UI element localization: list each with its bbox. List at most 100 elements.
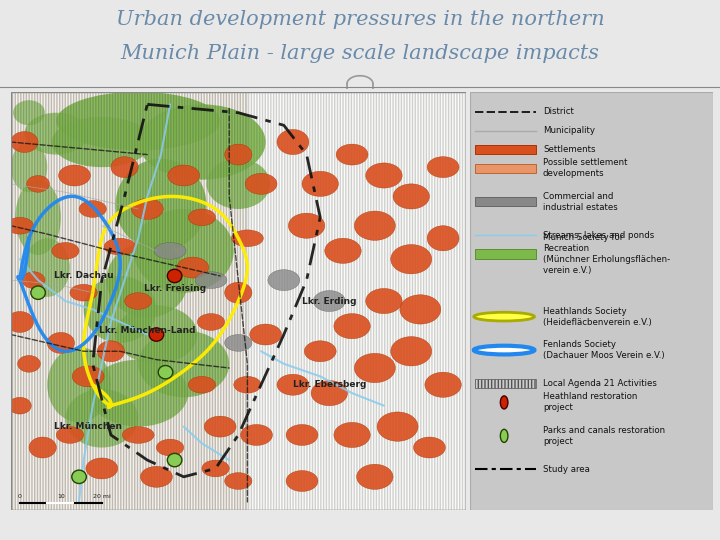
Ellipse shape bbox=[356, 464, 393, 489]
Ellipse shape bbox=[234, 376, 261, 393]
Ellipse shape bbox=[302, 171, 338, 197]
Ellipse shape bbox=[9, 397, 31, 414]
Ellipse shape bbox=[29, 437, 56, 458]
Ellipse shape bbox=[115, 305, 197, 364]
Ellipse shape bbox=[268, 269, 300, 291]
Bar bbox=[475, 197, 536, 206]
Text: Settlements: Settlements bbox=[543, 145, 595, 154]
Ellipse shape bbox=[225, 334, 252, 351]
Ellipse shape bbox=[334, 314, 370, 339]
Text: Fenlands Society: Fenlands Society bbox=[543, 340, 616, 349]
Text: Lkr. München-Land: Lkr. München-Land bbox=[99, 326, 196, 335]
Ellipse shape bbox=[48, 333, 74, 353]
Ellipse shape bbox=[188, 376, 215, 393]
Ellipse shape bbox=[13, 100, 45, 125]
Ellipse shape bbox=[377, 412, 418, 441]
Text: Heathlands Society: Heathlands Society bbox=[543, 307, 626, 315]
Ellipse shape bbox=[138, 330, 229, 397]
Ellipse shape bbox=[115, 159, 207, 251]
Text: Recreation: Recreation bbox=[543, 244, 589, 253]
Ellipse shape bbox=[111, 157, 138, 178]
Circle shape bbox=[167, 454, 182, 467]
Text: project: project bbox=[543, 403, 573, 413]
Ellipse shape bbox=[6, 217, 34, 234]
Ellipse shape bbox=[225, 282, 252, 303]
Ellipse shape bbox=[24, 113, 88, 154]
Ellipse shape bbox=[156, 439, 184, 456]
Text: Lkr. München: Lkr. München bbox=[54, 422, 122, 431]
Ellipse shape bbox=[336, 144, 368, 165]
Bar bbox=[475, 164, 536, 173]
Ellipse shape bbox=[354, 211, 395, 240]
Circle shape bbox=[31, 286, 45, 299]
Text: (Heidefläcbenverein e.V.): (Heidefläcbenverein e.V.) bbox=[543, 318, 652, 327]
Ellipse shape bbox=[22, 272, 45, 288]
Text: developments: developments bbox=[543, 169, 605, 178]
Circle shape bbox=[500, 429, 508, 442]
Text: 0: 0 bbox=[18, 494, 22, 499]
Ellipse shape bbox=[250, 324, 282, 345]
Ellipse shape bbox=[27, 176, 50, 192]
Ellipse shape bbox=[195, 272, 227, 288]
Ellipse shape bbox=[474, 312, 534, 321]
Ellipse shape bbox=[197, 314, 225, 330]
Circle shape bbox=[158, 366, 173, 379]
Text: Study area: Study area bbox=[543, 465, 590, 474]
Text: (Münchner Erholungsflächen-: (Münchner Erholungsflächen- bbox=[543, 255, 670, 264]
Ellipse shape bbox=[131, 199, 163, 219]
Ellipse shape bbox=[70, 284, 97, 301]
Text: Streams, lakes and ponds: Streams, lakes and ponds bbox=[543, 231, 654, 240]
Text: industrial estates: industrial estates bbox=[543, 202, 618, 212]
Ellipse shape bbox=[325, 238, 361, 264]
Text: Lkr. Freising: Lkr. Freising bbox=[143, 284, 206, 293]
Text: 20 mi: 20 mi bbox=[93, 494, 111, 499]
Bar bbox=[248, 92, 466, 510]
Ellipse shape bbox=[88, 360, 188, 427]
Ellipse shape bbox=[225, 144, 252, 165]
Ellipse shape bbox=[56, 92, 220, 150]
Text: Possible settlement: Possible settlement bbox=[543, 158, 627, 167]
Bar bbox=[475, 379, 536, 388]
Ellipse shape bbox=[154, 242, 186, 259]
Ellipse shape bbox=[79, 200, 107, 217]
Ellipse shape bbox=[138, 104, 266, 180]
Text: Commercial and: Commercial and bbox=[543, 192, 613, 201]
Text: Munich Society for: Munich Society for bbox=[543, 233, 624, 242]
Ellipse shape bbox=[48, 347, 111, 422]
Text: Lkr. Erding: Lkr. Erding bbox=[302, 296, 356, 306]
Circle shape bbox=[167, 269, 182, 282]
Text: verein e.V.): verein e.V.) bbox=[543, 266, 591, 275]
Ellipse shape bbox=[58, 165, 91, 186]
Ellipse shape bbox=[425, 372, 462, 397]
Text: District: District bbox=[543, 107, 574, 116]
Ellipse shape bbox=[277, 130, 309, 154]
Ellipse shape bbox=[24, 238, 70, 297]
Ellipse shape bbox=[177, 257, 209, 278]
Circle shape bbox=[500, 396, 508, 409]
Ellipse shape bbox=[334, 422, 370, 448]
Text: Municipality: Municipality bbox=[543, 126, 595, 135]
Ellipse shape bbox=[225, 472, 252, 489]
Ellipse shape bbox=[84, 276, 156, 343]
Ellipse shape bbox=[140, 467, 172, 487]
Ellipse shape bbox=[17, 355, 40, 372]
Ellipse shape bbox=[391, 336, 432, 366]
Ellipse shape bbox=[277, 374, 309, 395]
Bar bbox=[475, 249, 536, 259]
Ellipse shape bbox=[366, 163, 402, 188]
Ellipse shape bbox=[104, 238, 136, 255]
Ellipse shape bbox=[168, 165, 199, 186]
Ellipse shape bbox=[286, 424, 318, 445]
Text: Heathland restoration: Heathland restoration bbox=[543, 393, 637, 401]
Ellipse shape bbox=[391, 245, 432, 274]
Ellipse shape bbox=[107, 242, 188, 318]
Text: (Dachauer Moos Verein e.V.): (Dachauer Moos Verein e.V.) bbox=[543, 351, 665, 360]
Ellipse shape bbox=[240, 424, 272, 445]
Ellipse shape bbox=[207, 159, 270, 209]
Ellipse shape bbox=[11, 142, 48, 192]
Ellipse shape bbox=[354, 353, 395, 383]
Ellipse shape bbox=[56, 427, 84, 443]
Ellipse shape bbox=[311, 381, 348, 406]
Ellipse shape bbox=[15, 180, 61, 255]
Ellipse shape bbox=[289, 213, 325, 238]
